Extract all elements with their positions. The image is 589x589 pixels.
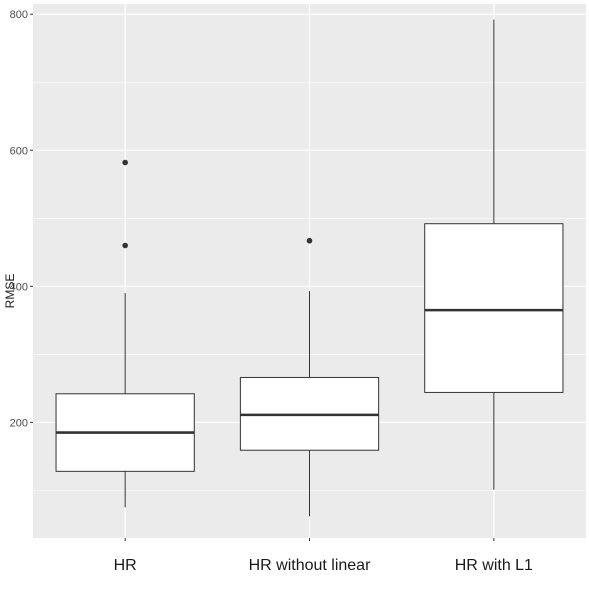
y-tick-label: 600: [10, 145, 28, 157]
box-group: [239, 237, 380, 517]
outlier-point: [306, 237, 313, 244]
outlier-point: [122, 159, 128, 166]
x-tick-label: HR without linear: [249, 557, 372, 574]
box-iqr: [424, 223, 564, 393]
y-axis-title: RMSE: [3, 274, 17, 309]
box-group: [55, 159, 195, 508]
box-group: [424, 19, 564, 490]
x-tick-label: HR: [114, 557, 137, 574]
x-axis-ticks: HR HR without linear HR with L1: [114, 538, 533, 574]
box-series: [55, 19, 564, 517]
y-tick-label: 200: [10, 417, 28, 429]
y-tick-label: 800: [10, 9, 28, 21]
x-tick-label: HR with L1: [455, 557, 533, 574]
y-axis-ticks: 200 400 600 800: [10, 9, 33, 429]
outlier-point: [122, 242, 128, 249]
y-tick-label: 400: [10, 281, 28, 293]
